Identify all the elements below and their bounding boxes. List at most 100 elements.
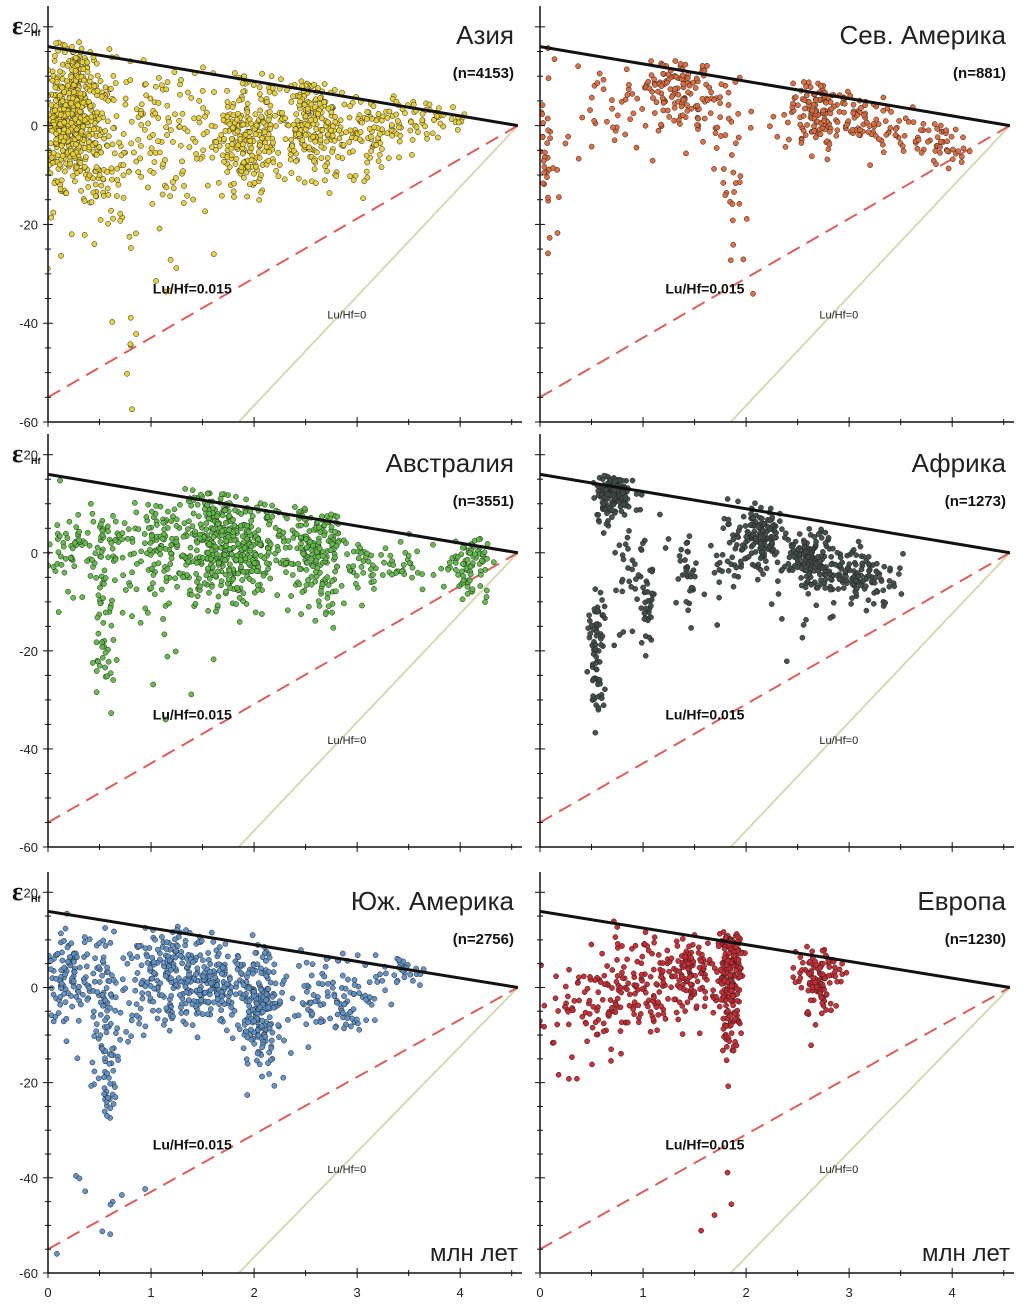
scatter-point [104, 673, 111, 680]
scatter-point [319, 553, 326, 559]
scatter-point [356, 990, 363, 996]
scatter-point [81, 232, 88, 238]
scatter-point [743, 216, 750, 222]
scatter-point [246, 181, 253, 188]
scatter-point [255, 536, 261, 543]
scatter-point [255, 527, 262, 534]
scatter-point [92, 550, 99, 557]
scatter-point [193, 560, 200, 566]
scatter-point [75, 511, 82, 518]
scatter-point [219, 964, 226, 971]
scatter-point [618, 989, 625, 996]
scatter-point [222, 127, 229, 134]
scatter-point [679, 936, 686, 942]
scatter-point [562, 983, 569, 990]
scatter-point [858, 566, 865, 573]
scatter-point [312, 569, 319, 575]
y-axis-subscript: Hf [31, 456, 41, 466]
scatter-point [482, 599, 488, 605]
scatter-point [150, 580, 156, 587]
scatter-point [236, 594, 243, 601]
scatter-point [202, 113, 208, 120]
scatter-point [272, 980, 279, 987]
scatter-point [648, 614, 654, 621]
scatter-point [164, 102, 171, 109]
scatter-point [574, 1075, 580, 1082]
luhf-0-line [237, 986, 519, 1273]
chart-panel-bottom-right: 0 1 2 3 4Европа(n=1230)Lu/Hf=0.015Lu/Hf=0млн… [535, 872, 1014, 1300]
scatter-point [128, 140, 135, 147]
scatter-point [71, 89, 77, 95]
scatter-point [625, 546, 631, 552]
scatter-point [680, 81, 687, 87]
scatter-point [236, 97, 242, 104]
scatter-point [722, 192, 729, 199]
scatter-point [135, 526, 142, 532]
scatter-point [266, 521, 272, 528]
scatter-point [225, 998, 232, 1004]
scatter-point [429, 130, 436, 137]
scatter-point [81, 198, 88, 204]
scatter-point [76, 537, 83, 544]
scatter-point [259, 954, 266, 961]
scatter-point [80, 99, 87, 106]
scatter-point [91, 1068, 98, 1075]
scatter-point [125, 526, 132, 533]
scatter-point [105, 528, 111, 535]
scatter-point [138, 558, 144, 565]
scatter-point [135, 169, 142, 175]
scatter-point [139, 995, 146, 1002]
scatter-point [325, 582, 332, 588]
scatter-point [84, 59, 91, 66]
y-tick-label: -20 [19, 644, 38, 659]
scatter-point [67, 160, 74, 167]
scatter-point [817, 83, 824, 89]
scatter-point [700, 138, 706, 145]
scatter-point [226, 546, 233, 552]
scatter-point [801, 105, 808, 112]
scatter-point [363, 152, 370, 159]
scatter-point [803, 83, 809, 90]
scatter-point [317, 1002, 324, 1008]
scatter-point [63, 190, 70, 197]
scatter-point [198, 997, 204, 1004]
scatter-point [150, 998, 157, 1005]
scatter-point [610, 501, 617, 508]
scatter-point [347, 127, 354, 134]
scatter-point [682, 61, 689, 68]
scatter-point [56, 161, 63, 168]
scatter-point [713, 145, 720, 151]
scatter-point [540, 102, 546, 108]
y-axis-subscript: Hf [31, 28, 41, 38]
scatter-point [58, 985, 64, 992]
scatter-point [288, 99, 295, 105]
scatter-point [110, 72, 117, 79]
scatter-point [694, 978, 701, 985]
scatter-point [575, 63, 581, 70]
scatter-point [264, 514, 271, 520]
scatter-point [235, 110, 241, 117]
scatter-point [256, 197, 263, 203]
scatter-point [370, 103, 377, 110]
scatter-point [152, 83, 159, 90]
y-tick-label: -20 [19, 1076, 38, 1091]
scatter-point [950, 146, 956, 153]
scatter-point [62, 971, 68, 978]
scatter-point [685, 549, 691, 555]
scatter-point [301, 142, 308, 149]
scatter-point [763, 565, 770, 572]
scatter-point [659, 95, 666, 102]
scatter-point [147, 150, 154, 157]
scatter-point [830, 599, 837, 606]
scatter-point [620, 490, 626, 496]
scatter-point [642, 929, 649, 936]
scatter-point [265, 565, 271, 572]
scatter-point [483, 594, 490, 600]
scatter-point [849, 127, 856, 133]
scatter-point [257, 107, 264, 114]
scatter-point [296, 963, 302, 969]
scatter-point [371, 124, 378, 131]
scatter-point [213, 146, 219, 153]
scatter-point [270, 1004, 277, 1011]
scatter-point [673, 938, 680, 945]
